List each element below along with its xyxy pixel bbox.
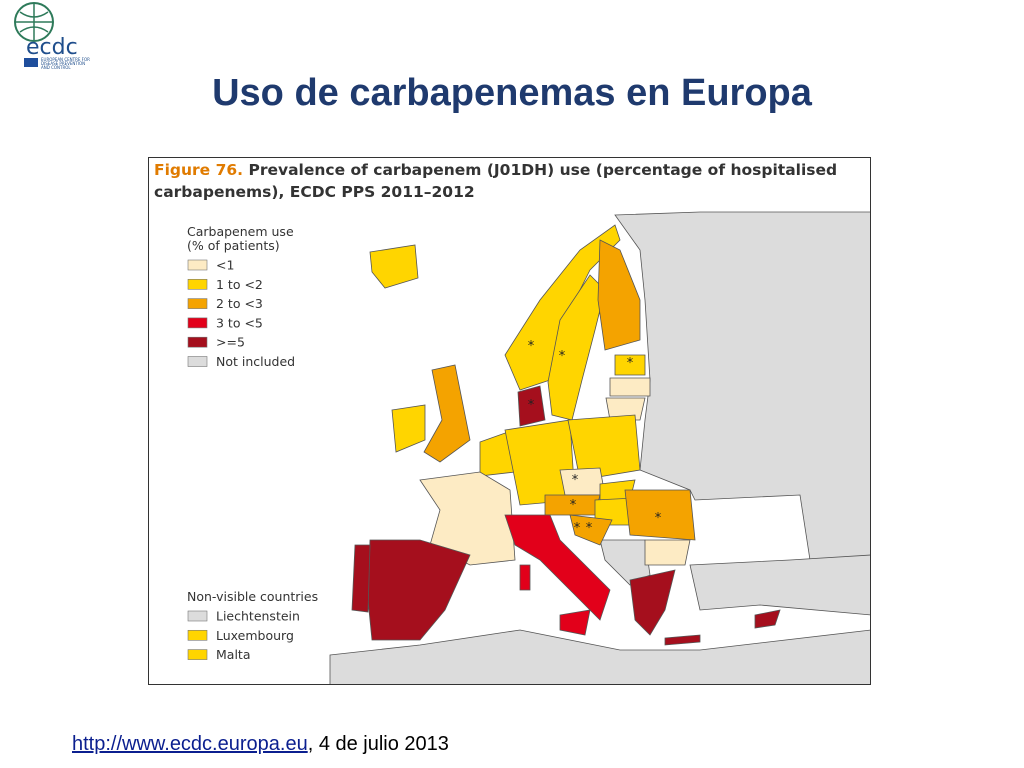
logo-subtitle: EUROPEAN CENTRE FOR [41,57,90,62]
asterisk: * [574,521,581,536]
latvia [609,377,651,397]
sweden [547,274,606,421]
romania [624,489,696,541]
czechia [559,467,606,496]
legend-label: 2 to <3 [216,296,263,311]
france [419,471,516,566]
legend-swatch [187,356,208,367]
legend-label: >=5 [216,335,245,350]
croatia-slovenia [569,514,613,546]
figure-caption: Figure 76. Prevalence of carbapenem (J01… [154,161,837,179]
asterisk: * [627,356,634,371]
land-gray [329,629,870,684]
logo: ecdc EUROPEAN CENTRE FOR DISEASE PREVENT… [14,2,90,70]
poland [567,414,641,481]
cyprus [754,609,781,629]
slide-title: Uso de carbapenemas en Europa [212,72,812,114]
spain [367,539,471,641]
logo-subtitle: DISEASE PREVENTION [41,61,85,66]
caption-line: Prevalence of carbapenem (J01DH) use (pe… [248,161,837,179]
lithuania [605,397,646,421]
source-link[interactable]: http://www.ecdc.europa.eu [72,733,308,755]
legend-label: 3 to <5 [216,315,263,330]
asterisk: * [586,521,593,536]
sardinia [519,564,531,591]
legend-swatch [187,278,208,290]
legend-label: <1 [216,258,234,273]
legend-swatch [187,649,208,660]
figure: Figure 76. Prevalence of carbapenem (J01… [154,161,870,684]
footer-text: , 4 de julio 2013 [307,733,449,755]
logo-subtitle: AND CONTROL [41,65,71,70]
legend-label: Malta [216,647,250,662]
map [329,211,870,684]
legend-title: (% of patients) [187,238,280,253]
legend-swatch [187,298,208,309]
figure-label: Figure 76. [154,161,243,179]
logo-name: ecdc [26,35,78,60]
iceland [369,244,419,289]
ireland [391,404,426,453]
finland [597,239,641,351]
footer: http://www.ecdc.europa.eu, 4 de julio 20… [72,733,449,756]
denmark [517,385,546,427]
italy [504,514,611,621]
portugal [351,544,371,613]
legend: Carbapenem use (% of patients) Non-visib… [187,224,318,662]
greece [629,569,676,636]
asterisk: * [528,398,535,413]
bulgaria [644,539,691,566]
legend-label: Liechtenstein [216,609,300,624]
asterisk: * [572,473,579,488]
legend-label: Not included [216,354,295,369]
asterisk: * [570,498,577,513]
caption-line: carbapenems), ECDC PPS 2011–2012 [154,183,475,201]
asterisks: * * * * * * * * * [528,339,662,536]
sicily [559,609,591,636]
legend-swatch [187,259,208,271]
nonvisible-title: Non-visible countries [187,589,318,604]
legend-label: 1 to <2 [216,277,263,292]
legend-label: Luxembourg [216,628,294,643]
legend-title: Carbapenem use [187,224,294,239]
crete [664,634,701,646]
legend-swatch [187,610,208,622]
legend-swatch [187,317,208,329]
uk [423,364,471,463]
asterisk: * [559,349,566,364]
asterisk: * [655,511,662,526]
land-gray [614,211,870,601]
land-gray [689,554,870,616]
legend-swatch [187,629,208,641]
legend-swatch [187,336,208,348]
estonia [614,354,646,376]
asterisk: * [528,339,535,354]
